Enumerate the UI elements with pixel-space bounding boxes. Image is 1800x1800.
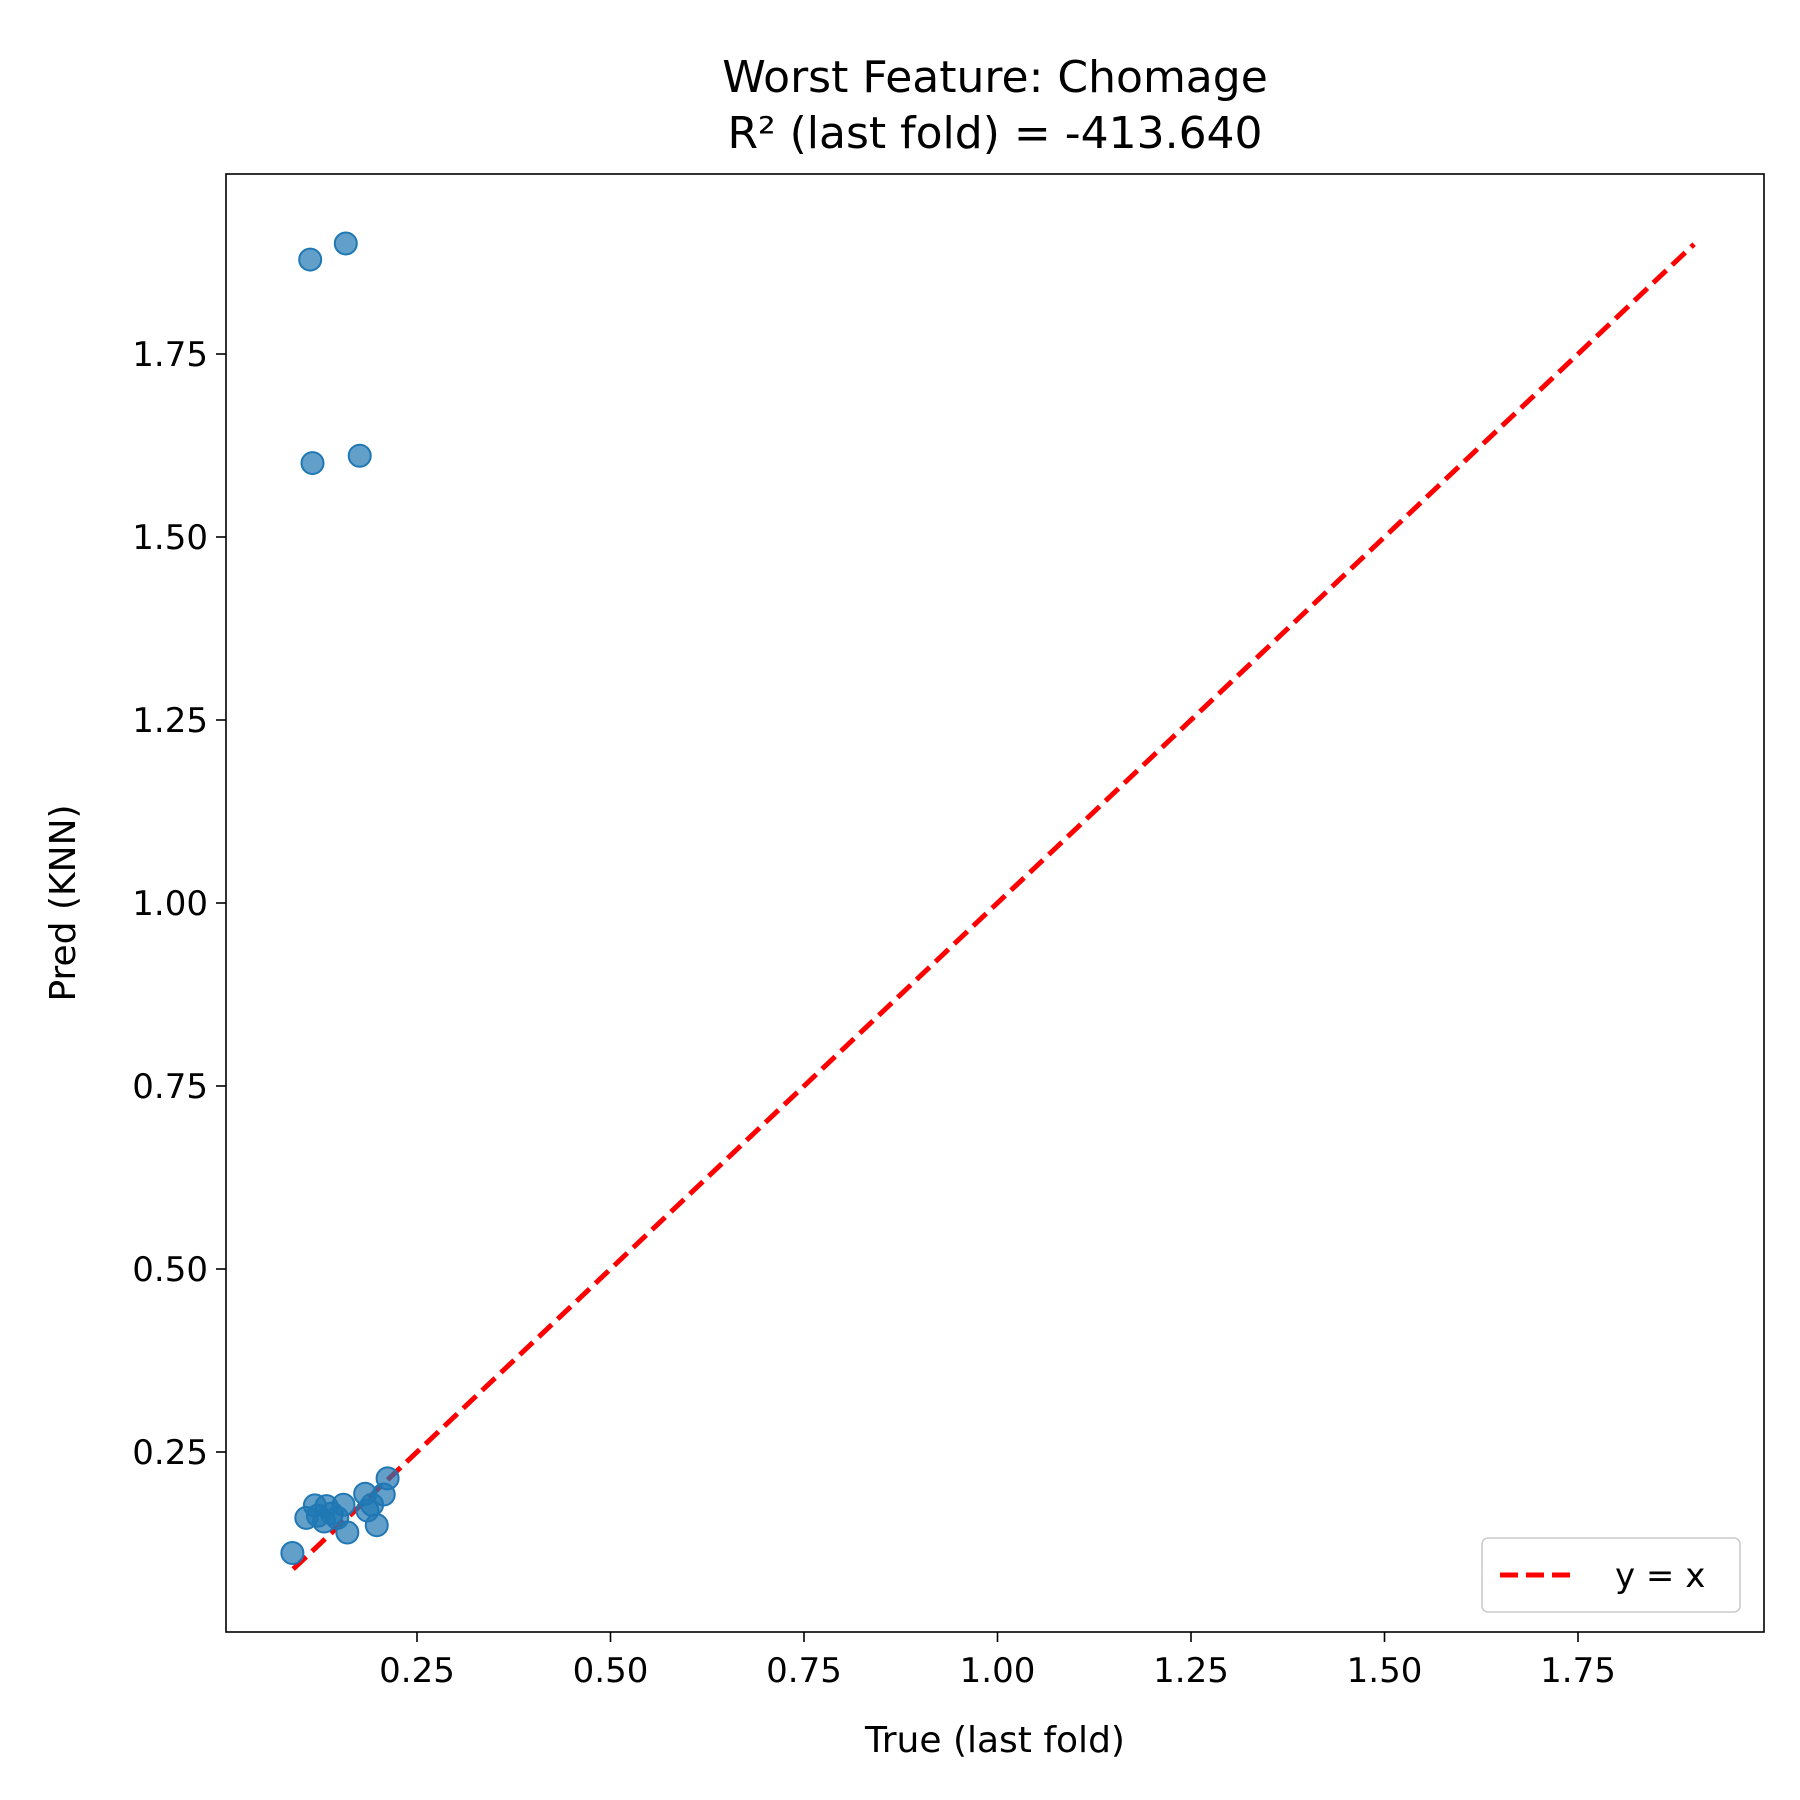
scatter-point bbox=[333, 231, 358, 256]
x-tick-label: 1.25 bbox=[1153, 1651, 1229, 1691]
x-axis-label: True (last fold) bbox=[864, 1720, 1125, 1761]
reference-line-group bbox=[291, 242, 1696, 1571]
scatter-point bbox=[298, 247, 323, 272]
y-tick-label: 1.75 bbox=[132, 335, 208, 375]
x-tick-label: 1.50 bbox=[1347, 1651, 1423, 1691]
chart-title-line2: R² (last fold) = -413.640 bbox=[727, 108, 1262, 159]
scatter-point bbox=[364, 1513, 389, 1538]
y-axis: 0.25 0.50 0.75 1.00 1.25 1.50 1.75 bbox=[132, 335, 226, 1473]
x-tick-label: 1.00 bbox=[960, 1651, 1036, 1691]
scatter-point bbox=[280, 1541, 305, 1566]
y-tick-label: 0.50 bbox=[132, 1250, 208, 1290]
scatter-point bbox=[300, 451, 325, 476]
x-tick-label: 0.25 bbox=[379, 1651, 455, 1691]
scatter-point bbox=[335, 1520, 360, 1545]
legend: y = x bbox=[1481, 1537, 1741, 1613]
y-tick-label: 0.25 bbox=[132, 1433, 208, 1473]
y-axis-label: Pred (KNN) bbox=[43, 804, 84, 1001]
chart-title-line1: Worst Feature: Chomage bbox=[722, 52, 1268, 103]
y-tick-label: 1.25 bbox=[132, 701, 208, 741]
x-axis: 0.25 0.50 0.75 1.00 1.25 1.50 1.75 bbox=[379, 1632, 1616, 1691]
legend-label: y = x bbox=[1615, 1556, 1705, 1596]
scatter-point bbox=[375, 1466, 400, 1491]
x-tick-label: 1.75 bbox=[1540, 1651, 1616, 1691]
y-tick-label: 1.50 bbox=[132, 518, 208, 558]
scatter-point bbox=[347, 443, 372, 468]
x-tick-label: 0.50 bbox=[573, 1651, 649, 1691]
y-tick-label: 1.00 bbox=[132, 884, 208, 924]
y-tick-label: 0.75 bbox=[132, 1067, 208, 1107]
scatter-point bbox=[331, 1492, 356, 1517]
x-tick-label: 0.75 bbox=[766, 1651, 842, 1691]
legend-box bbox=[1481, 1537, 1741, 1613]
reference-line-y-equals-x bbox=[291, 242, 1696, 1571]
scatter-points bbox=[280, 231, 400, 1566]
